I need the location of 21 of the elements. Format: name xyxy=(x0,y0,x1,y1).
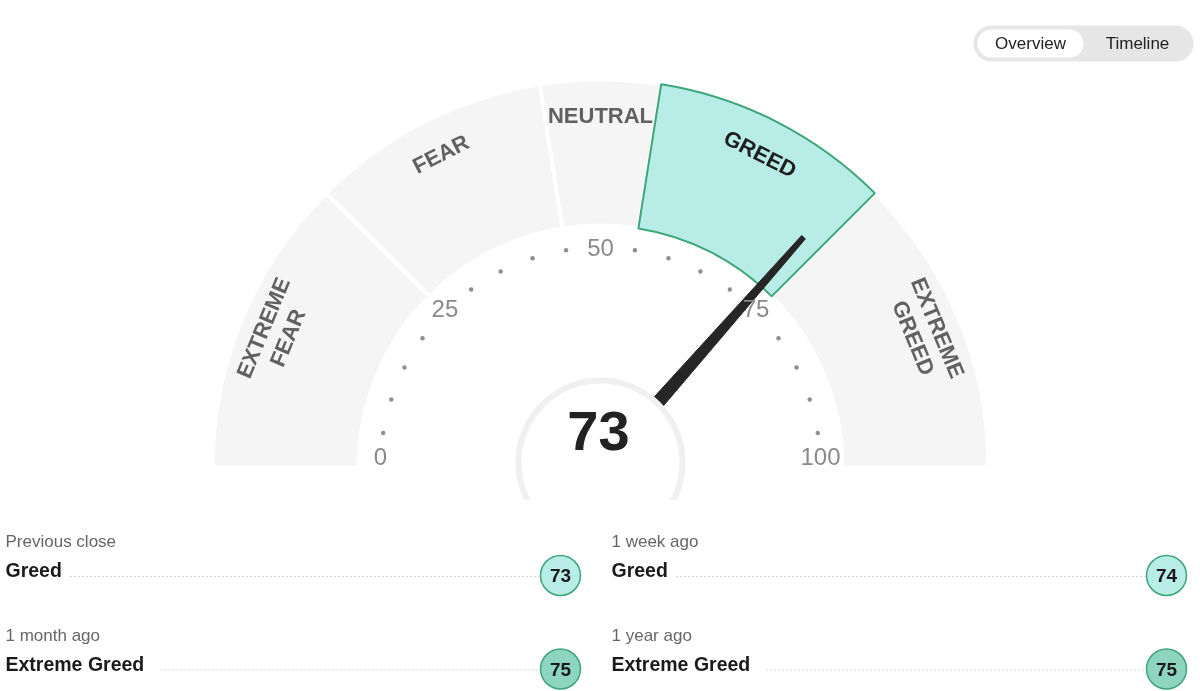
text: 73 xyxy=(549,565,572,586)
slice-label: NEUTRAL xyxy=(547,103,654,128)
text: 75 xyxy=(742,295,770,323)
text: 73 xyxy=(567,398,630,462)
text: Greed xyxy=(5,558,62,581)
text: Overview xyxy=(995,34,1067,53)
text: Timeline xyxy=(1105,34,1170,53)
text: 1 month ago xyxy=(5,626,101,645)
text: 50 xyxy=(587,234,614,261)
text: 75 xyxy=(1155,658,1178,680)
text: Extreme Greed xyxy=(5,652,145,675)
text: 74 xyxy=(1155,565,1178,586)
text: 25 xyxy=(431,295,459,323)
text: Previous close xyxy=(5,532,117,551)
text: 1 week ago xyxy=(611,532,699,551)
text: Greed xyxy=(611,558,668,581)
text: 100 xyxy=(800,443,841,470)
text: 0 xyxy=(373,443,388,470)
text: Extreme Greed xyxy=(611,652,751,675)
text: 1 year ago xyxy=(611,626,692,645)
text: 75 xyxy=(549,658,572,680)
